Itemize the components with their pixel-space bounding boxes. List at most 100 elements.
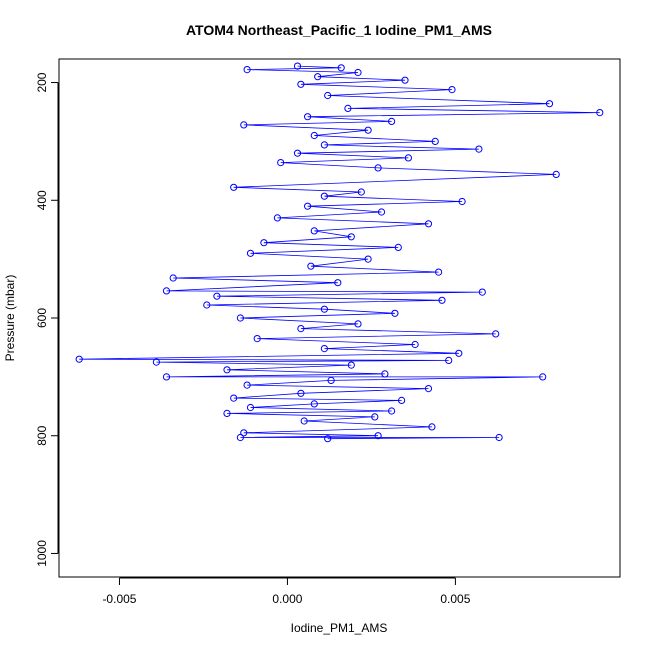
data-point <box>354 68 362 77</box>
data-point <box>391 309 399 317</box>
data-point <box>545 100 554 108</box>
data-point <box>388 407 396 415</box>
data-point <box>243 66 251 74</box>
data-point <box>344 104 352 113</box>
data-point <box>347 361 355 369</box>
x-tick-label: 0.005 <box>440 592 470 606</box>
data-point <box>374 164 382 172</box>
data-point <box>411 340 419 349</box>
x-axis-label: Iodine_PM1_AMS <box>291 621 388 635</box>
plot-area-frame <box>58 58 621 578</box>
data-point <box>596 109 604 117</box>
data-point <box>297 389 305 397</box>
chart-title: ATOM4 Northeast_Pacific_1 Iodine_PM1_AMS <box>186 22 492 38</box>
data-point <box>253 335 261 343</box>
data-point <box>398 396 406 404</box>
data-point <box>374 432 382 440</box>
data-point <box>381 370 389 378</box>
data-point <box>364 126 372 134</box>
data-point <box>458 197 466 206</box>
data-point <box>539 373 547 381</box>
y-tick-label: 600 <box>35 308 49 328</box>
data-point <box>273 214 281 222</box>
data-point <box>320 345 328 353</box>
y-axis-label: Pressure (mbar) <box>3 275 17 362</box>
series-line-group <box>79 65 600 440</box>
data-point <box>424 385 433 393</box>
data-point <box>230 394 238 402</box>
data-point <box>377 208 386 216</box>
data-point <box>320 141 328 149</box>
series-line <box>79 65 600 440</box>
data-point <box>297 80 305 88</box>
y-tick-label: 1000 <box>35 540 49 567</box>
data-point <box>364 255 372 263</box>
data-point <box>320 192 328 200</box>
data-point <box>404 154 412 162</box>
data-point <box>152 358 160 366</box>
data-point <box>300 417 308 425</box>
data-point <box>478 288 486 296</box>
data-point <box>293 62 302 70</box>
data-point <box>162 373 171 381</box>
data-point <box>324 91 332 100</box>
data-point <box>428 423 436 431</box>
data-point <box>431 137 439 145</box>
y-tick-label: 200 <box>35 72 49 92</box>
data-point <box>327 376 335 384</box>
data-point <box>314 73 322 81</box>
data-point <box>320 305 328 313</box>
x-axis: -0.005 0.000 0.005 <box>102 577 471 606</box>
data-point <box>223 409 231 417</box>
data-point <box>277 159 285 167</box>
data-point <box>203 301 211 309</box>
data-point <box>357 188 365 196</box>
data-point <box>246 403 255 412</box>
data-point <box>213 292 221 300</box>
data-point <box>310 131 318 140</box>
y-tick-label: 400 <box>35 190 49 210</box>
data-point <box>388 117 396 126</box>
data-point <box>394 243 402 251</box>
data-point <box>246 249 255 257</box>
data-point <box>424 220 433 228</box>
data-point <box>169 274 177 282</box>
data-point <box>347 233 355 241</box>
data-point <box>236 433 244 442</box>
data-point <box>223 366 231 374</box>
data-point <box>293 149 302 157</box>
data-point <box>310 400 318 408</box>
data-point <box>354 320 362 328</box>
data-point <box>337 64 345 72</box>
data-point <box>324 435 332 443</box>
data-point <box>495 433 503 442</box>
data-point <box>240 429 248 437</box>
data-point <box>448 86 456 94</box>
data-point <box>260 239 268 247</box>
data-point <box>307 262 315 270</box>
y-tick-label: 800 <box>35 425 49 445</box>
data-point <box>230 183 238 191</box>
data-point <box>75 355 83 363</box>
y-axis: 200 400 600 800 1000 <box>35 72 59 567</box>
data-point <box>334 279 342 287</box>
data-point <box>455 349 463 357</box>
data-point <box>297 325 305 333</box>
x-tick-label: -0.005 <box>102 592 136 606</box>
data-point <box>304 202 312 210</box>
data-point <box>162 287 171 295</box>
data-point <box>310 227 318 235</box>
data-point <box>401 76 409 84</box>
data-point <box>435 268 443 276</box>
data-point <box>475 145 483 153</box>
data-point <box>438 296 446 304</box>
x-tick-label: 0.000 <box>272 592 302 606</box>
data-point <box>371 413 379 421</box>
data-point <box>236 314 244 322</box>
data-point <box>445 356 453 364</box>
data-point <box>492 330 500 338</box>
series-points-group <box>75 62 604 443</box>
data-point <box>240 121 248 129</box>
